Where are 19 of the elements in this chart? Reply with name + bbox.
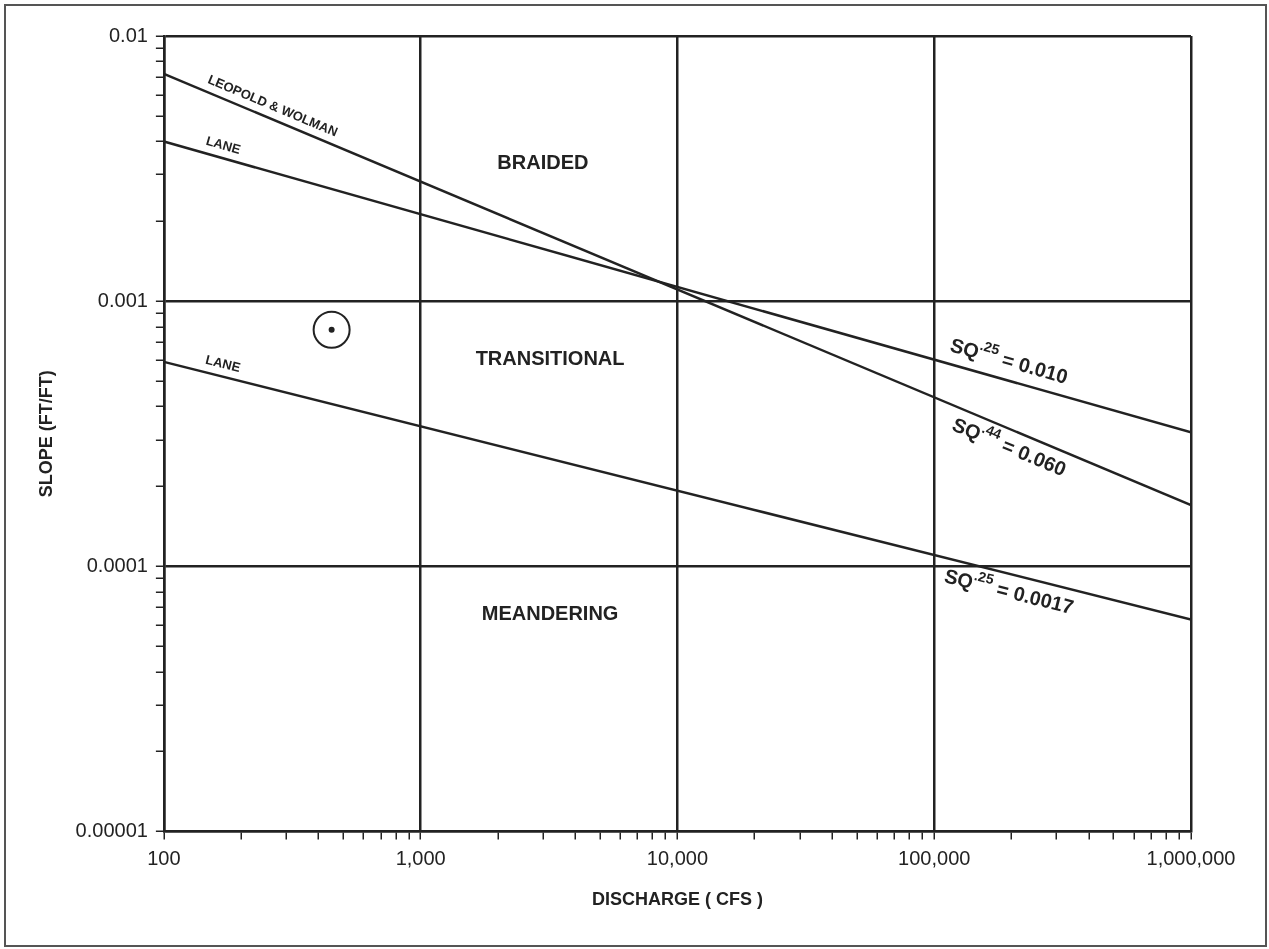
y-tick-label: 0.001: [97, 288, 148, 311]
y-tick-label: 0.00001: [75, 818, 148, 841]
annotation: SQ.44 = 0.060: [949, 413, 1070, 481]
annotation: MEANDERING: [481, 601, 619, 624]
x-tick-label: 1,000,000: [1146, 846, 1236, 869]
text: LANE: [204, 132, 243, 158]
x-tick-label: 100: [147, 846, 181, 869]
x-tick-label: 1,000: [395, 846, 446, 869]
x-axis-title: DISCHARGE ( CFS ): [591, 889, 763, 910]
y-axis-title: SLOPE (FT/FT): [35, 370, 56, 498]
y-tick-label: 0.01: [108, 23, 148, 46]
annotation: TRANSITIONAL: [475, 347, 625, 370]
annotation: SQ.25 = 0.0017: [942, 564, 1076, 619]
x-tick-label: 100,000: [898, 846, 971, 869]
x-tick-label: 10,000: [646, 846, 709, 869]
y-tick-label: 0.0001: [86, 553, 148, 576]
annotation: SQ.25 = 0.010: [947, 333, 1071, 388]
text: LANE: [204, 351, 243, 376]
annotation: BRAIDED: [497, 150, 589, 173]
